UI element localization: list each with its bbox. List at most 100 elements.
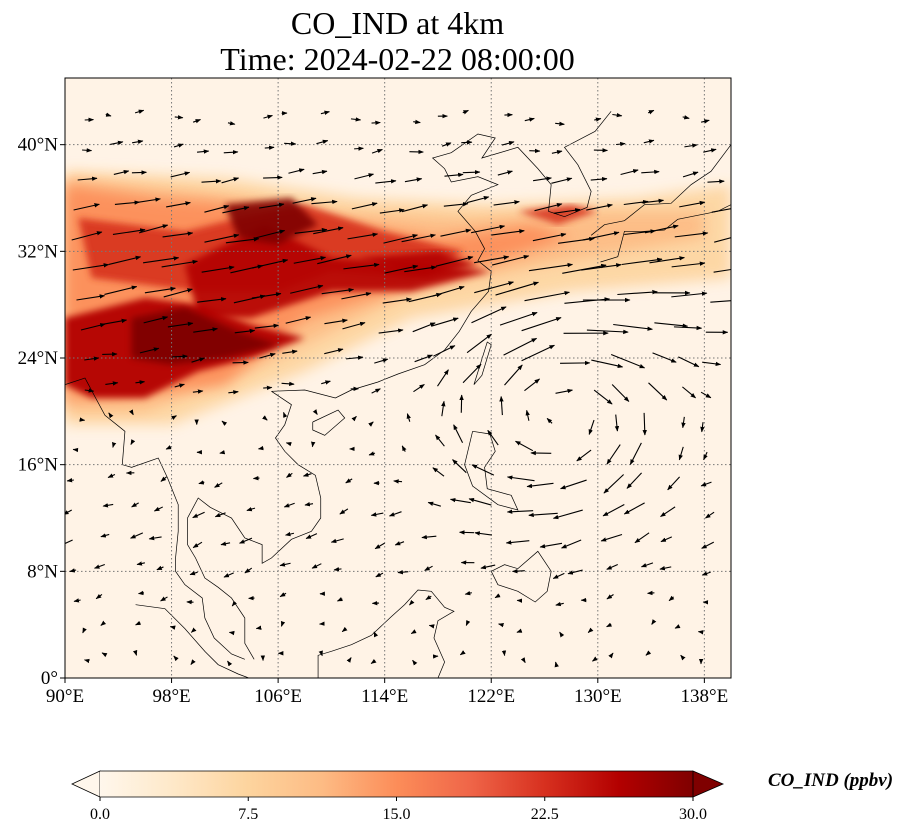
- longitude-tick-label: 130°E: [574, 686, 622, 707]
- wind-arrow: [383, 233, 419, 244]
- wind-arrow: [506, 475, 535, 482]
- wind-arrow: [671, 291, 708, 298]
- wind-arrow: [651, 619, 657, 625]
- wind-arrow: [660, 536, 673, 543]
- longitude-tick-label: 106°E: [254, 686, 302, 707]
- wind-arrow: [172, 354, 188, 359]
- wind-arrow: [498, 622, 504, 628]
- wind-arrow: [397, 569, 409, 575]
- wind-arrow: [413, 383, 425, 393]
- wind-arrow: [468, 498, 492, 506]
- wind-arrow: [346, 657, 352, 663]
- wind-arrow: [312, 409, 318, 415]
- wind-arrow: [156, 565, 164, 571]
- longitude-tick-label: 122°E: [467, 686, 515, 707]
- wind-arrow: [312, 169, 328, 175]
- wind-arrow: [561, 539, 582, 549]
- colorbar-tick-label: 0.0: [90, 806, 110, 823]
- wind-arrow: [135, 620, 142, 626]
- latitude-tick-label: 8°N: [27, 561, 58, 582]
- longitude-tick-label: 90°E: [46, 686, 84, 707]
- latitude-tick-label: 32°N: [18, 241, 59, 262]
- wind-arrow: [244, 567, 253, 574]
- wind-arrow: [282, 349, 298, 354]
- wind-arrow: [190, 659, 196, 665]
- wind-arrow: [534, 202, 563, 212]
- colorbar-min-extension: [71, 770, 101, 798]
- wind-arrow: [606, 564, 618, 570]
- wind-arrow: [316, 139, 329, 145]
- wind-arrow: [425, 595, 432, 601]
- wind-arrow: [648, 382, 668, 401]
- wind-arrow: [567, 569, 583, 575]
- wind-arrow: [700, 119, 710, 124]
- wind-arrow: [582, 231, 620, 241]
- wind-arrow: [214, 512, 226, 518]
- wind-arrow: [682, 171, 699, 178]
- wind-arrow: [65, 509, 73, 515]
- wind-arrow: [647, 109, 655, 115]
- wind-arrow: [406, 413, 411, 422]
- wind-arrow: [432, 285, 465, 297]
- wind-arrow: [84, 356, 100, 361]
- wind-arrow: [499, 312, 538, 326]
- wind-arrow: [82, 148, 93, 153]
- wind-arrow: [435, 434, 445, 447]
- wind-arrow: [555, 121, 565, 126]
- wind-arrow: [401, 445, 407, 452]
- wind-arrow: [192, 541, 203, 549]
- wind-arrow: [668, 595, 675, 602]
- wind-arrow: [674, 624, 681, 629]
- wind-arrow: [424, 565, 433, 572]
- wind-arrow: [134, 109, 145, 114]
- wind-arrow: [302, 472, 312, 477]
- wind-arrow: [321, 380, 331, 385]
- wind-arrow: [72, 263, 110, 271]
- wind-arrow: [379, 208, 405, 214]
- wind-arrow: [284, 141, 297, 146]
- wind-arrow: [647, 590, 655, 596]
- wind-arrow: [223, 150, 239, 155]
- wind-arrow: [474, 255, 510, 264]
- wind-arrow: [437, 369, 449, 387]
- wind-arrow: [471, 464, 495, 476]
- wind-arrow: [71, 231, 103, 241]
- wind-arrow: [626, 472, 642, 489]
- wind-arrow: [641, 169, 660, 175]
- wind-arrow: [701, 541, 715, 549]
- wind-arrow: [318, 650, 323, 657]
- wind-arrow: [621, 257, 663, 266]
- wind-arrow: [501, 141, 515, 146]
- coastline-china-korea: [271, 111, 612, 399]
- map-title: CO_IND at 4km: [290, 5, 505, 41]
- wind-arrow: [170, 171, 191, 178]
- wind-arrow: [138, 224, 169, 234]
- wind-arrow: [524, 290, 570, 302]
- wind-arrow: [453, 424, 464, 443]
- wind-arrow: [553, 208, 581, 214]
- wind-arrow: [629, 442, 642, 465]
- map-subtitle-time: Time: 2024-02-22 08:00:00: [220, 41, 575, 77]
- wind-vectors: [65, 109, 731, 668]
- wind-arrow: [701, 571, 711, 576]
- latitude-tick-label: 16°N: [18, 455, 59, 476]
- coastline-borneo: [317, 589, 455, 678]
- wind-arrow: [333, 567, 342, 572]
- wind-arrow: [257, 445, 264, 451]
- wind-arrow: [84, 388, 95, 393]
- wind-arrow: [521, 317, 562, 332]
- wind-arrow: [135, 380, 146, 385]
- wind-arrow: [592, 656, 598, 662]
- wind-arrow: [161, 259, 199, 268]
- wind-arrow: [680, 654, 686, 661]
- wind-arrow: [222, 206, 250, 214]
- wind-arrow: [617, 289, 658, 296]
- wind-arrow: [678, 356, 700, 368]
- map-frame: [64, 77, 732, 679]
- wind-arrow: [350, 117, 362, 122]
- wind-arrow: [77, 176, 98, 181]
- coastline-japan-north: [590, 144, 731, 236]
- wind-arrow: [105, 381, 119, 386]
- wind-arrow: [516, 628, 523, 633]
- wind-arrow: [533, 176, 552, 182]
